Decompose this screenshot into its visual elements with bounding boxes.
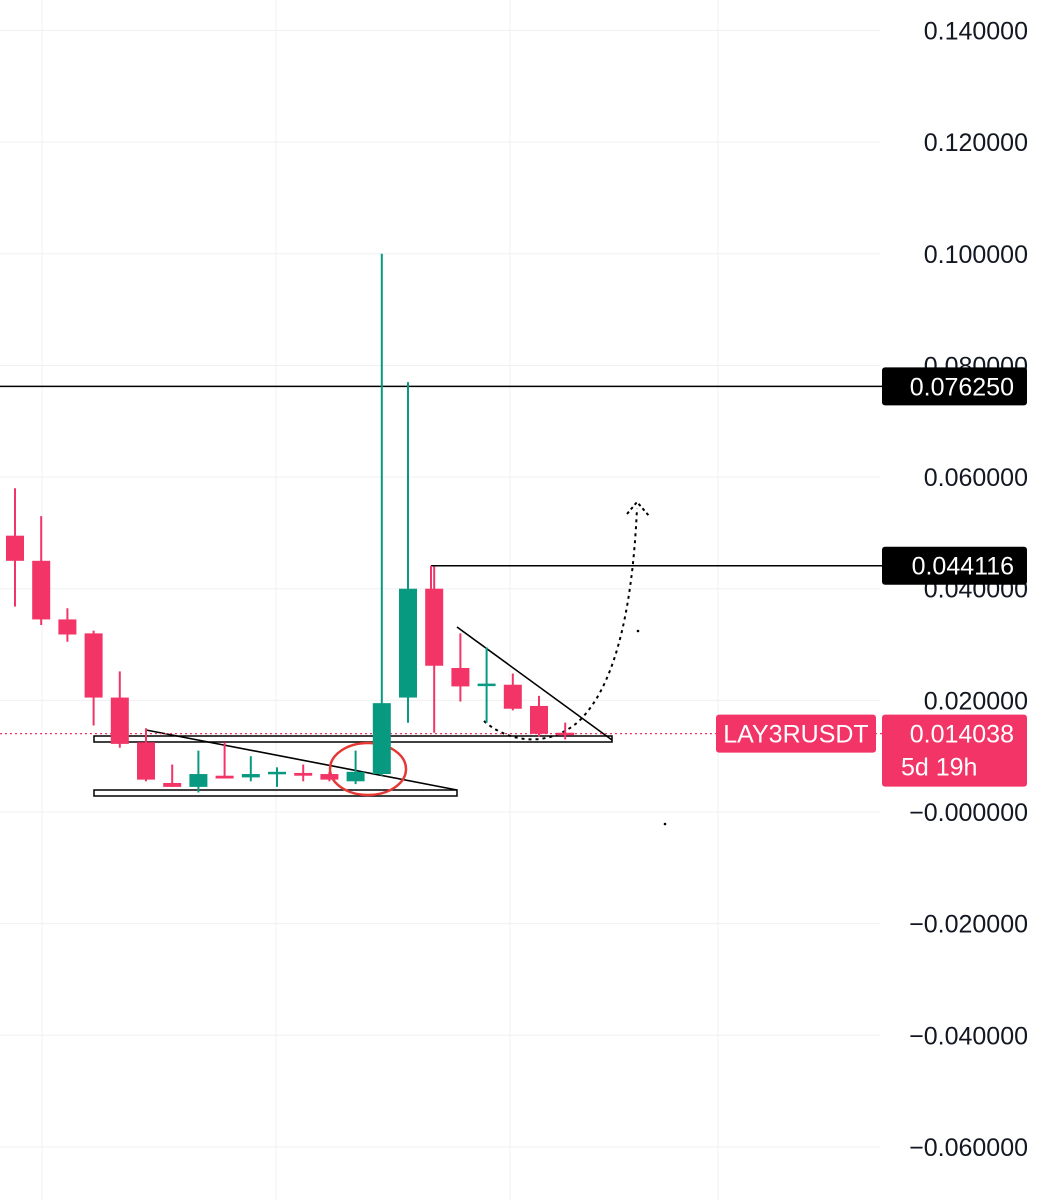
y-tick-label: 0.060000 [924, 464, 1028, 492]
candle-body [451, 667, 470, 687]
candle-body [425, 588, 444, 666]
countdown-label: 5d 19h [901, 754, 977, 782]
candle-body [32, 560, 51, 620]
level-tag-label: 0.076250 [910, 373, 1014, 401]
candle [163, 764, 182, 787]
support-zone-lower [93, 789, 458, 797]
candle-body [163, 782, 182, 787]
candle-body [320, 774, 339, 780]
candle-body [189, 774, 208, 787]
price-axis: 0.1400000.1200000.1000000.0800000.060000… [909, 18, 1028, 1162]
candle [399, 382, 417, 723]
candle [215, 742, 234, 779]
symbol-tag-label: LAY3RUSDT [723, 721, 868, 749]
descending-trendline-left [145, 729, 458, 791]
candlestick-series [6, 253, 575, 793]
y-tick-label: −0.040000 [909, 1022, 1028, 1050]
candle-body [503, 684, 522, 709]
candle [477, 647, 496, 723]
candle [451, 633, 470, 702]
candle-body [346, 771, 365, 782]
candle-body [241, 774, 260, 778]
descending-trendline-right [456, 626, 613, 741]
candle [346, 750, 365, 785]
projection-arrowhead [626, 500, 651, 518]
candle [503, 673, 522, 711]
current-price-label: 0.014038 [910, 721, 1014, 749]
level-tag [882, 367, 1027, 406]
candle [189, 750, 208, 793]
stray-dot [636, 629, 640, 633]
y-tick-label: −0.060000 [909, 1134, 1028, 1162]
level-tag-label: 0.044116 [912, 553, 1014, 581]
price-tags: 0.076250 0.044116 LAY3RUSDT 0.014038 5d 19h [716, 367, 1027, 787]
candle [268, 767, 286, 787]
candle [137, 728, 155, 782]
y-tick-label: 0.020000 [924, 687, 1028, 715]
candle-body [372, 703, 391, 775]
y-tick-label: 0.120000 [924, 129, 1028, 157]
candle-body [110, 697, 129, 744]
candle-body [477, 683, 496, 687]
candle-body [530, 705, 548, 734]
chart-drawings [93, 500, 667, 826]
symbol-tag [716, 714, 876, 753]
candle [58, 608, 77, 642]
candle-body [6, 535, 24, 561]
horizontal-levels [0, 385, 882, 735]
candle [320, 771, 339, 782]
candle-body [84, 633, 103, 698]
stray-dot [663, 822, 667, 826]
candle-body [399, 588, 417, 698]
candle-body [137, 742, 155, 780]
candle [425, 566, 444, 733]
candle-body [294, 772, 313, 776]
candle [84, 630, 103, 726]
candle [32, 516, 51, 626]
level-tag [882, 546, 1027, 585]
breakout-circle [328, 741, 408, 797]
chart-grid [0, 0, 880, 1200]
y-tick-label: 0.100000 [924, 241, 1028, 269]
support-zone-upper [93, 735, 613, 743]
y-tick-label: 0.140000 [924, 18, 1028, 46]
current-price-tag [882, 714, 1027, 787]
candle [110, 671, 129, 748]
candle [294, 764, 313, 782]
candle [530, 695, 548, 737]
candle-body [268, 771, 286, 775]
candle [6, 488, 24, 607]
y-tick-label: −0.020000 [909, 911, 1028, 939]
candle [556, 722, 575, 740]
candle-body [58, 619, 77, 635]
candle [372, 253, 391, 776]
candle-body [215, 775, 234, 779]
candle [241, 756, 260, 782]
y-tick-label: −0.000000 [909, 799, 1028, 827]
candle-body [556, 732, 575, 736]
